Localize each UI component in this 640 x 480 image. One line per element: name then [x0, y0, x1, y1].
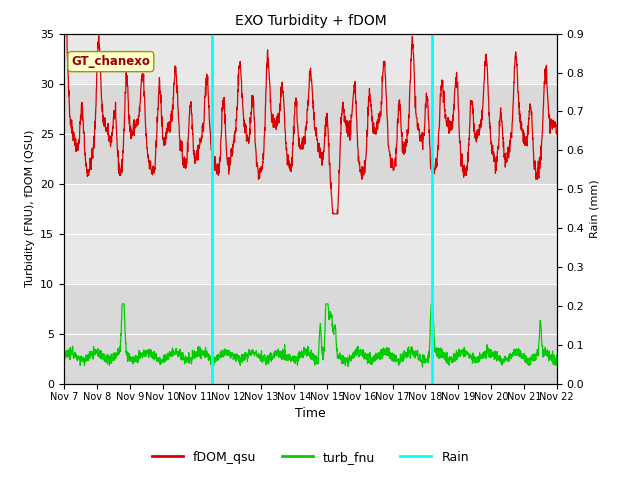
- Text: GT_chanexo: GT_chanexo: [72, 55, 150, 68]
- Bar: [64, 284, 557, 384]
- X-axis label: Time: Time: [295, 407, 326, 420]
- Title: EXO Turbidity + fDOM: EXO Turbidity + fDOM: [234, 14, 387, 28]
- Y-axis label: Rain (mm): Rain (mm): [590, 180, 600, 238]
- Legend: fDOM_qsu, turb_fnu, Rain: fDOM_qsu, turb_fnu, Rain: [147, 446, 474, 469]
- Bar: [64, 84, 557, 184]
- Y-axis label: Turbidity (FNU), fDOM (QSU): Turbidity (FNU), fDOM (QSU): [24, 130, 35, 288]
